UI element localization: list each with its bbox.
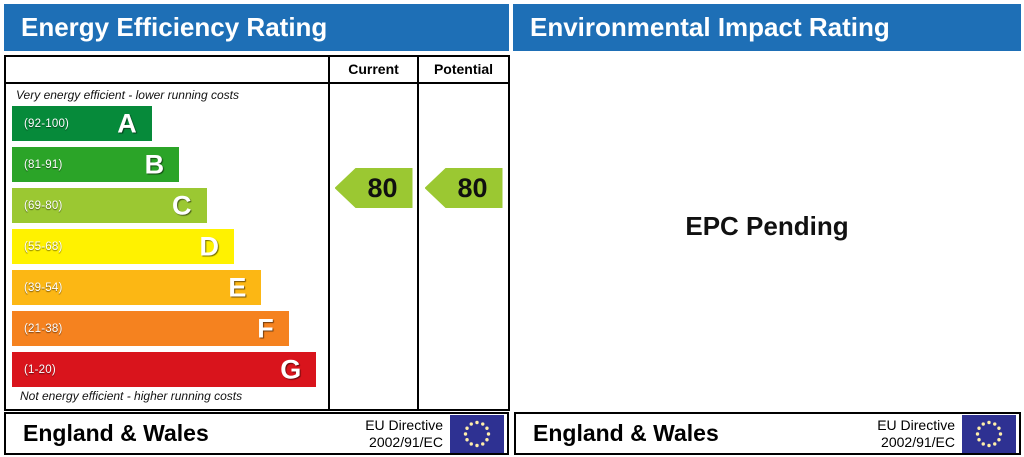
energy-rating-table: Current Potential Very energy efficient … (4, 55, 510, 411)
potential-column-header: Potential (417, 57, 508, 84)
band-range-label: (1-20) (24, 363, 56, 376)
band-letter: A (117, 108, 137, 138)
region-label: England & Wales (533, 420, 719, 446)
eu-flag-icon (450, 414, 504, 453)
band-letter: D (199, 231, 219, 261)
band-row-c: (69-80) C (12, 188, 207, 223)
band-row-g: (1-20) G (12, 352, 317, 387)
epc-pending-status: EPC Pending (685, 211, 849, 241)
bands-container: (92-100) A (81-91) B (69-80) C (55-68) D (39-54)… (12, 106, 326, 387)
region-label: England & Wales (23, 420, 209, 446)
band-range-label: (81-91) (24, 158, 63, 171)
current-rating-arrow: 80 (334, 168, 413, 208)
eu-directive-label: EU Directive 2002/91/EC (877, 416, 955, 450)
top-note: Very energy efficient - lower running co… (16, 88, 239, 102)
band-range-label: (55-68) (24, 240, 63, 253)
band-range-label: (21-38) (24, 322, 63, 335)
eu-directive-label: EU Directive 2002/91/EC (365, 416, 443, 450)
rating-value: 80 (457, 172, 488, 203)
band-range-label: (39-54) (24, 281, 63, 294)
band-row-d: (55-68) D (12, 229, 234, 264)
band-row-b: (81-91) B (12, 147, 180, 182)
potential-rating-arrow: 80 (424, 168, 503, 208)
band-letter: B (144, 149, 165, 179)
current-column-header: Current (328, 57, 417, 84)
rating-value: 80 (367, 172, 398, 203)
band-letter: E (228, 272, 247, 302)
band-letter: F (257, 313, 274, 343)
bottom-note: Not energy efficient - higher running co… (20, 389, 243, 403)
potential-rating-cell: 80 (417, 84, 508, 409)
band-row-a: (92-100) A (12, 106, 152, 141)
energy-efficiency-title: Energy Efficiency Rating (21, 12, 328, 42)
band-range-label: (69-80) (24, 199, 63, 212)
band-range-label: (92-100) (24, 117, 70, 130)
footer-right: England & Wales EU Directive 2002/91/EC (514, 412, 1021, 455)
band-row-e: (39-54) E (12, 270, 262, 305)
current-rating-cell: 80 (328, 84, 417, 409)
footer-left: England & Wales EU Directive 2002/91/EC (4, 412, 509, 455)
environmental-impact-titlebar: Environmental Impact Rating (513, 4, 1021, 51)
rating-bands-cell: Very energy efficient - lower running co… (6, 84, 328, 409)
band-letter: C (172, 190, 192, 220)
eu-flag-icon (962, 414, 1016, 453)
energy-efficiency-titlebar: Energy Efficiency Rating (4, 4, 509, 51)
band-row-f: (21-38) F (12, 311, 289, 346)
band-letter: G (280, 354, 302, 384)
environmental-impact-title: Environmental Impact Rating (530, 12, 890, 42)
bands-header-cell (6, 57, 328, 84)
